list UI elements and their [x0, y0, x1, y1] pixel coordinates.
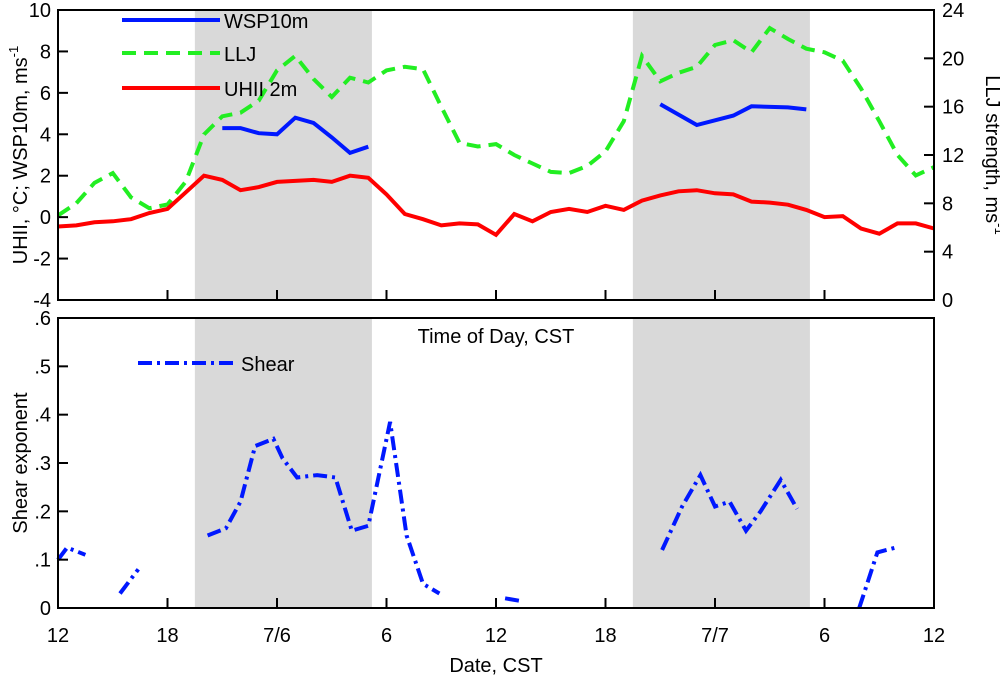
top-ytick-label-5: 6 [40, 83, 51, 105]
top-y2-axis-title-main: LLJ strength, ms [981, 75, 1000, 223]
bottom-ytick-label-1: .1 [34, 550, 51, 572]
bottom-xtick-label-1: 18 [156, 625, 178, 647]
legend-label-llj: LLJ [224, 44, 256, 66]
top-y2tick-label-6: 24 [942, 0, 964, 22]
bottom-xtick-label-5: 18 [594, 625, 616, 647]
top-y2tick-label-4: 16 [942, 97, 964, 119]
top-y2tick-label-5: 20 [942, 48, 964, 70]
bottom-ytick-label-0: 0 [40, 598, 51, 620]
top-y2tick-label-2: 8 [942, 193, 953, 215]
top-ytick-label-6: 8 [40, 41, 51, 63]
series-line-wsp10m-a [222, 115, 369, 156]
top-y2tick-label-0: 0 [942, 290, 953, 312]
top-shading-group [194, 10, 810, 300]
series-line-shear-2 [206, 421, 441, 596]
bottom-xtick-label-8: 12 [923, 625, 945, 647]
top-x-axis-title: Time of Day, CST [418, 326, 575, 348]
top-shaded-band-1 [632, 10, 810, 300]
legend-label-wsp10m: WSP10m [224, 11, 308, 33]
bottom-left-ticks: 0 .1 .2 .3 .4 .5 .6 [34, 308, 68, 620]
top-left-ticks: -4 -2 0 2 4 6 8 10 [29, 0, 68, 312]
top-ytick-label-2: 0 [40, 207, 51, 229]
bottom-ytick-label-4: .4 [34, 405, 51, 427]
bottom-series-group [56, 421, 897, 609]
bottom-ytick-label-6: .6 [34, 308, 51, 330]
top-ytick-label-3: 2 [40, 166, 51, 188]
bottom-xtick-label-0: 12 [47, 625, 69, 647]
bottom-shaded-band-0 [194, 318, 372, 608]
bottom-x-ticks: 12 18 7/6 6 12 18 7/7 6 12 [47, 598, 945, 647]
series-line-uhii [57, 173, 935, 238]
top-ytick-label-4: 4 [40, 124, 51, 146]
top-series-group [56, 25, 935, 238]
top-y2tick-label-3: 12 [942, 145, 964, 167]
top-ytick-label-0: -4 [33, 290, 51, 312]
bottom-legend: Shear [138, 354, 295, 376]
bottom-xtick-label-3: 6 [381, 625, 392, 647]
bottom-xtick-label-2: 7/6 [263, 625, 291, 647]
top-right-ticks: 0 4 8 12 16 20 24 [924, 0, 964, 312]
bottom-xtick-label-4: 12 [485, 625, 507, 647]
bottom-panel: Shear 0 .1 .2 .3 .4 .5 .6 12 18 7/6 6 12 18 7/7 6 12 D… [10, 308, 945, 677]
top-ytick-label-7: 10 [29, 0, 51, 22]
bottom-xtick-label-7: 6 [819, 625, 830, 647]
top-y2tick-label-1: 4 [942, 242, 953, 264]
top-ytick-label-1: -2 [33, 249, 51, 271]
series-line-shear-1 [118, 568, 140, 595]
bottom-shading-group [194, 318, 810, 608]
series-line-wsp10m-b [659, 102, 807, 128]
top-y-axis-title-main: UHII, °C; WSP10m, ms [10, 57, 32, 264]
top-legend: WSP10m LLJ UHII 2m [122, 11, 308, 101]
series-line-shear-0 [56, 545, 87, 561]
series-line-shear-5 [857, 545, 897, 609]
bottom-y-axis-title: Shear exponent [10, 392, 32, 534]
bottom-xtick-label-6: 7/7 [701, 625, 729, 647]
bottom-ytick-label-5: .5 [34, 356, 51, 378]
top-x-ticks [57, 290, 935, 300]
top-shaded-band-0 [194, 10, 372, 300]
bottom-shaded-band-1 [632, 318, 810, 608]
top-y2-axis-title-sup: -1 [992, 223, 1000, 235]
bottom-ytick-label-2: .2 [34, 501, 51, 523]
legend-label-shear: Shear [241, 354, 295, 376]
series-line-shear-4 [660, 470, 799, 551]
top-y-axis-title-sup: -1 [6, 46, 21, 58]
bottom-x-axis-title: Date, CST [449, 655, 542, 677]
bottom-ytick-label-3: .3 [34, 453, 51, 475]
legend-label-uhii: UHII 2m [224, 79, 297, 101]
top-y-axis-title: UHII, °C; WSP10m, ms-1 [6, 46, 32, 264]
top-y2-axis-title: LLJ strength, ms-1 [981, 75, 1000, 234]
series-line-llj [56, 25, 935, 218]
series-line-shear-3 [504, 596, 521, 603]
